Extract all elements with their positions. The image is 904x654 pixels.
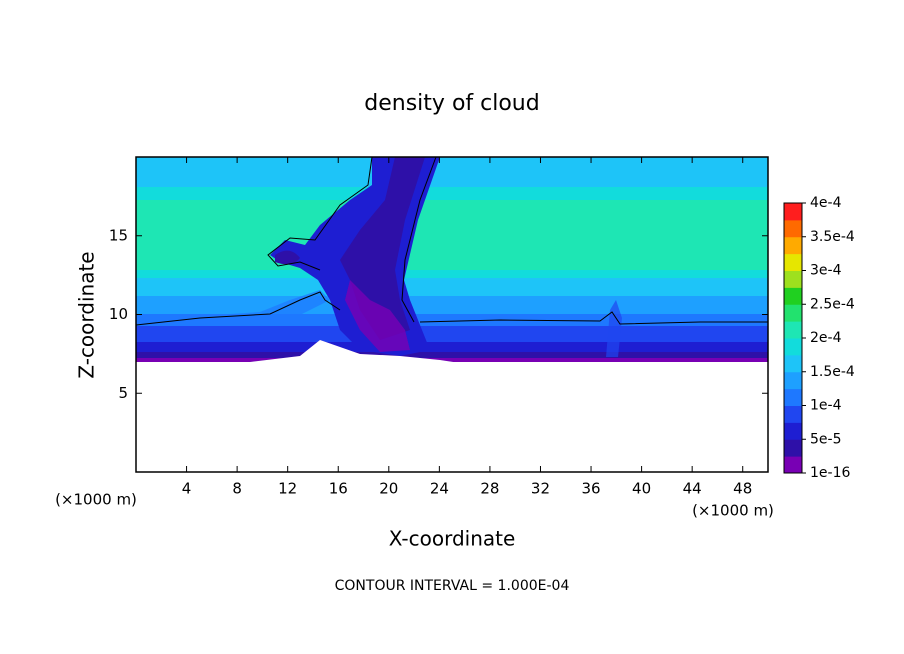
x-unit-label: (×1000 m) [692,502,774,520]
colorbar-band [784,321,802,339]
x-tick-label: 16 [329,480,348,498]
y-tick-label: 10 [109,305,128,323]
colorbar-tick-label: 3.5e-4 [810,229,855,245]
colorbar-band [784,439,802,457]
colorbar-band [784,456,802,474]
colorbar-band [784,338,802,356]
colorbar-band [784,253,802,271]
x-tick-label: 40 [632,480,651,498]
colorbar-band [784,304,802,322]
x-tick-label: 36 [581,480,600,498]
colorbar-band [784,422,802,440]
y-tick-label: 15 [109,226,128,244]
colorbar-tick-label: 2.5e-4 [810,296,855,312]
colorbar-band [784,203,802,221]
x-tick-label: 4 [182,480,192,498]
contour-field [136,157,768,472]
y-tick-label: 5 [118,384,128,402]
colorbar-tick-label: 1.5e-4 [810,364,855,380]
colorbar-band [784,354,802,373]
x-tick-label: 24 [430,480,449,498]
colorbar-tick-label: 5e-5 [810,431,841,447]
y-axis-label: Z-coordinate [75,251,99,378]
colorbar-tick-label: 4e-4 [810,195,842,211]
colorbar-band [784,236,802,255]
y-unit-label: (×1000 m) [55,491,137,509]
colorbar-band [784,287,802,305]
x-tick-label: 48 [733,480,752,498]
colorbar-tick-label: 3e-4 [810,263,842,279]
colorbar-band [784,388,802,406]
x-tick-label: 8 [232,480,242,498]
colorbar-tick-label: 1e-16 [810,465,850,481]
colorbar-band [784,219,802,238]
x-tick-label: 20 [379,480,398,498]
contour-interval: CONTOUR INTERVAL = 1.000E-04 [335,578,570,594]
x-tick-label: 44 [683,480,702,498]
colorbar-tick-label: 2e-4 [810,330,842,346]
colorbar-tick-label: 1e-4 [810,398,842,414]
colorbar-band [784,371,802,390]
x-tick-label: 12 [278,480,297,498]
x-tick-label: 32 [531,480,550,498]
x-axis-label: X-coordinate [389,527,516,551]
colorbar-band [784,270,802,288]
colorbar-band [784,405,802,423]
x-tick-label: 28 [480,480,499,498]
chart-title: density of cloud [364,91,539,116]
